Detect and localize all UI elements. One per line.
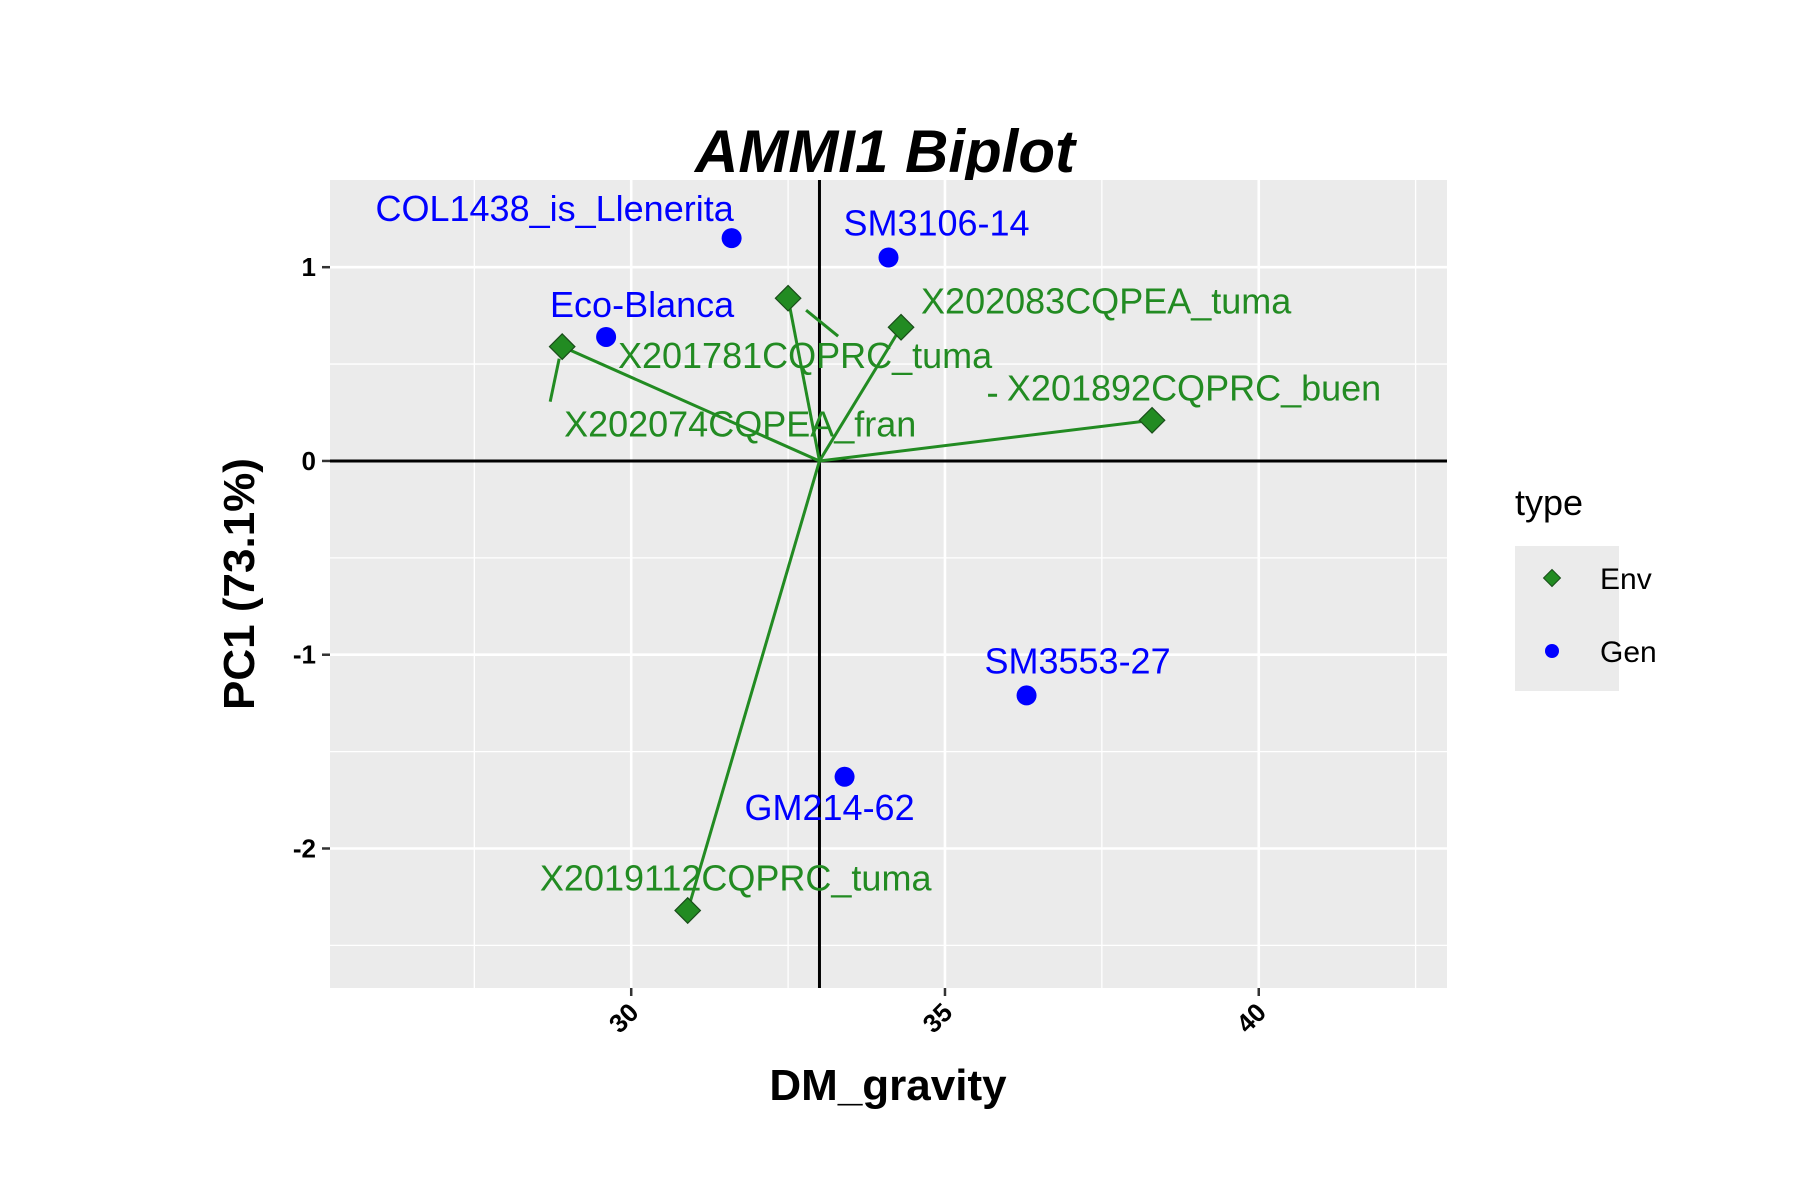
- gen-point: [721, 228, 742, 249]
- env-point: [674, 896, 702, 925]
- data-points: [548, 228, 1166, 925]
- env-vector: [561, 345, 821, 463]
- env-vector: [686, 460, 821, 911]
- legend-key-background: [1515, 546, 1619, 691]
- point-label: X201781CQPRC_tuma: [618, 335, 993, 376]
- y-axis-title: PC1 (73.1%): [215, 458, 264, 710]
- legend-label: Env: [1600, 563, 1652, 596]
- legend: type Env Gen: [1515, 482, 1657, 691]
- env-vector: [818, 326, 903, 462]
- grid-minor: [330, 180, 1447, 988]
- point-label: X201892CQPRC_buen: [1007, 367, 1381, 408]
- legend-label: Gen: [1600, 636, 1657, 669]
- point-label: X202083CQPEA_tuma: [921, 280, 1292, 321]
- legend-key-env: [1542, 568, 1562, 588]
- label-leader-lines: [548, 309, 998, 402]
- env-point: [1138, 406, 1166, 434]
- x-tick-label: 35: [917, 997, 959, 1039]
- gen-point: [834, 766, 855, 787]
- gen-point: [878, 247, 899, 268]
- env-vectors: [561, 297, 1153, 911]
- y-tick-label: 1: [302, 252, 316, 282]
- point-label: GM214-62: [745, 787, 915, 828]
- env-point: [548, 333, 576, 361]
- env-point: [887, 313, 915, 341]
- x-axis-title: DM_gravity: [769, 1061, 1007, 1110]
- x-tick-label: 30: [603, 997, 645, 1039]
- legend-entries: Env Gen: [1542, 563, 1657, 669]
- point-label: COL1438_is_Llenerita: [375, 188, 734, 229]
- y-tick-label: -2: [293, 833, 316, 863]
- legend-key-gen: [1545, 644, 1559, 658]
- gen-point: [596, 326, 617, 347]
- point-label: SM3553-27: [984, 640, 1170, 681]
- reference-lines: [330, 180, 1447, 988]
- env-vector: [819, 418, 1153, 463]
- x-tick-label: 40: [1230, 997, 1272, 1039]
- y-tick-label: 0: [302, 446, 316, 476]
- y-tick-label: -1: [293, 640, 316, 670]
- point-label: Eco-Blanca: [550, 284, 735, 325]
- env-vector: [786, 297, 821, 462]
- point-label: X2019112CQPRC_tuma: [540, 857, 933, 898]
- env-point: [774, 284, 802, 312]
- point-label: SM3106-14: [843, 203, 1029, 244]
- axis-ticks: [322, 265, 1260, 996]
- label-leader-line: [548, 358, 561, 402]
- plot-panel: [330, 180, 1447, 988]
- legend-title: type: [1515, 482, 1583, 523]
- label-leader-line: [805, 309, 840, 338]
- point-label: X202074CQPEA_fran: [564, 404, 916, 445]
- chart-title: AMMI1 Biplot: [693, 118, 1078, 185]
- point-labels: X202083CQPEA_tuma X201781CQPRC_tuma X20207…: [375, 188, 1381, 898]
- gen-point: [1016, 685, 1037, 706]
